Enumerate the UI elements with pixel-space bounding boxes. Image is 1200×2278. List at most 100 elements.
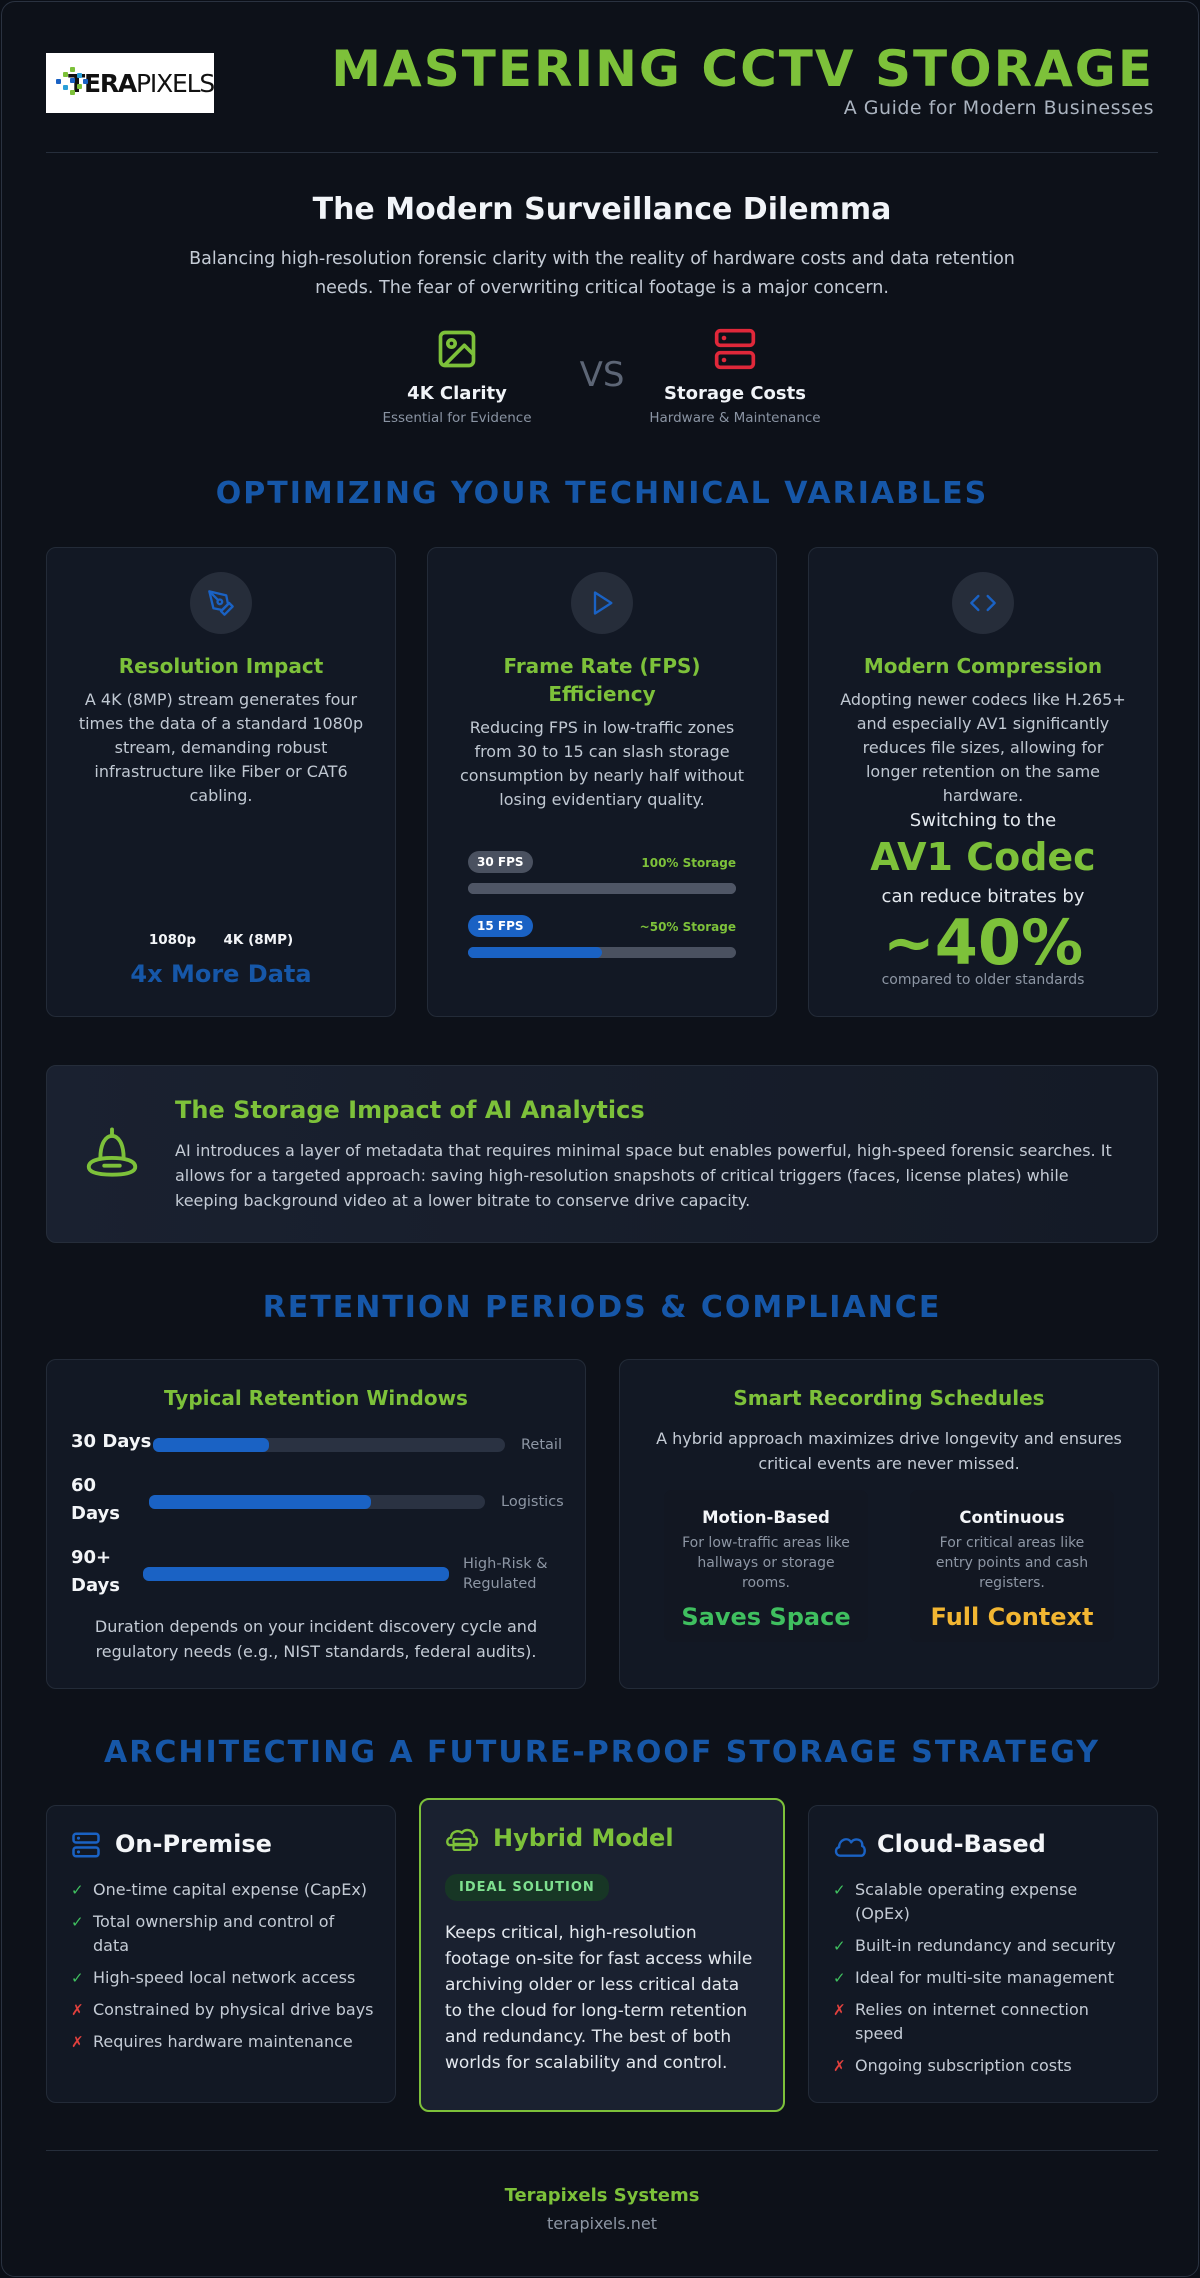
- fps-30-storage: 100% Storage: [641, 856, 736, 870]
- onprem-title: On-Premise: [115, 1830, 272, 1858]
- hybrid-cloud-server-icon: [446, 1828, 479, 1852]
- ai-text: AI introduces a layer of metadata that r…: [175, 1141, 1112, 1210]
- compression-card: Modern Compression Adopting newer codecs…: [808, 547, 1158, 1017]
- hybrid-text: Keeps critical, high-resolution footage …: [445, 1923, 753, 2073]
- server-icon: [714, 328, 756, 370]
- header-divider: [46, 152, 1158, 153]
- logo-mark-icon: [52, 63, 88, 103]
- logo-wordmark: TERAPIXELS: [68, 68, 215, 98]
- retention-tag-regulated: High-Risk & Regulated: [463, 1556, 548, 1592]
- retention-bar-30-fill: [153, 1438, 270, 1452]
- page-subtitle: A Guide for Modern Businesses: [843, 97, 1154, 119]
- cloud-card: Cloud-Based ✓ Scalable operating expense …: [808, 1805, 1158, 2103]
- list-item: ✓ High-speed local network access: [71, 1968, 356, 1987]
- retention-row-90: 90+ Days High-Risk & Regulated: [71, 1544, 561, 1604]
- retention-bar-90-fill: [143, 1567, 449, 1581]
- retention-label-90: 90+ Days: [71, 1547, 120, 1596]
- retention-windows-card: Typical Retention Windows 30 Days Retail…: [46, 1359, 586, 1689]
- pen-tool-icon: [208, 590, 234, 616]
- footer-company: Terapixels Systems: [504, 2185, 700, 2206]
- clarity-sub: Essential for Evidence: [382, 410, 532, 426]
- dilemma-heading: The Modern Surveillance Dilemma: [312, 192, 892, 227]
- compression-title: Modern Compression: [863, 654, 1103, 678]
- compression-percent: ~40%: [882, 906, 1084, 979]
- clarity-label: 4K Clarity: [407, 383, 507, 404]
- technical-section-title: OPTIMIZING YOUR TECHNICAL VARIABLES: [215, 476, 989, 511]
- fps-title: Frame Rate (FPS) Efficiency: [503, 654, 701, 706]
- motion-title: Motion-Based: [702, 1508, 830, 1527]
- label-1080p: 1080p: [148, 932, 197, 948]
- continuous-title: Continuous: [959, 1508, 1065, 1527]
- retention-bar-60: [149, 1495, 485, 1509]
- compression-codec: AV1 Codec: [870, 835, 1096, 879]
- fps-text: Reducing FPS in low-traffic zones from 3…: [459, 718, 744, 809]
- footer-url[interactable]: terapixels.net: [546, 2214, 658, 2233]
- fps-30-bar: [468, 883, 736, 894]
- fps-card: Frame Rate (FPS) Efficiency Reducing FPS…: [427, 547, 777, 1017]
- compression-note: compared to older standards: [881, 972, 1085, 988]
- motion-big: Saves Space: [681, 1603, 851, 1631]
- fps-30-pill: 30 FPS: [468, 851, 533, 873]
- continuous-big: Full Context: [930, 1603, 1094, 1631]
- schedules-text: A hybrid approach maximizes drive longev…: [656, 1429, 1122, 1473]
- retention-label-30: 30 Days: [71, 1431, 152, 1452]
- compression-icon-badge: [952, 572, 1014, 634]
- footer-divider: [46, 2150, 1158, 2151]
- resolution-card: Resolution Impact A 4K (8MP) stream gene…: [46, 547, 396, 1017]
- fps-15-bar-fill: [468, 947, 602, 958]
- list-item: ✓ Total ownership and control of data: [71, 1912, 335, 1955]
- retention-windows-title: Typical Retention Windows: [164, 1386, 468, 1410]
- retention-row-60: 60 Days Logistics: [71, 1472, 564, 1532]
- recording-schedules-card: Smart Recording Schedules A hybrid appro…: [619, 1359, 1159, 1689]
- compression-reduce-text: can reduce bitrates by: [881, 886, 1085, 907]
- dilemma-lead: Balancing high-resolution forensic clari…: [189, 249, 1015, 298]
- list-item: ✗ Constrained by physical drive bays: [71, 2000, 374, 2019]
- retention-label-60: 60 Days: [71, 1475, 120, 1524]
- list-item: ✓ Scalable operating expense (OpEx): [833, 1880, 1078, 1923]
- fps-icon-badge: [571, 572, 633, 634]
- cloud-list: ✓ Scalable operating expense (OpEx) ✓ Buil…: [833, 1878, 1137, 2086]
- retention-tag-retail: Retail: [521, 1437, 562, 1453]
- ai-title: The Storage Impact of AI Analytics: [175, 1096, 645, 1124]
- list-item: ✗ Ongoing subscription costs: [833, 2056, 1072, 2075]
- server-icon: [72, 1832, 100, 1858]
- resolution-icon-badge: [190, 572, 252, 634]
- cloud-title: Cloud-Based: [877, 1830, 1046, 1858]
- retention-bar-60-fill: [149, 1495, 371, 1509]
- continuous-text: For critical areas like entry points and…: [935, 1535, 1089, 1591]
- terapixels-logo: TERAPIXELS: [46, 53, 215, 113]
- retention-bar-90: [143, 1567, 449, 1581]
- code-icon: [970, 594, 996, 612]
- onprem-list: ✓ One-time capital expense (CapEx) ✓ Total…: [71, 1878, 375, 2062]
- retention-section-title: RETENTION PERIODS & COMPLIANCE: [262, 1290, 942, 1325]
- resolution-text: A 4K (8MP) stream generates four times t…: [78, 690, 364, 805]
- retention-row-30: 30 Days Retail: [71, 1428, 562, 1468]
- list-item: ✓ Built-in redundancy and security: [833, 1936, 1116, 1955]
- storage-costs-item: Storage Costs Hardware & Maintenance: [635, 327, 835, 426]
- clarity-item: 4K Clarity Essential for Evidence: [357, 327, 557, 426]
- retention-bar-30: [153, 1438, 505, 1452]
- compression-switch-text: Switching to the: [909, 810, 1057, 831]
- motion-based-box: Motion-Based For low-traffic areas like …: [664, 1490, 868, 1642]
- fps-30-bar-fill: [468, 883, 736, 894]
- cloud-icon: [834, 1838, 866, 1857]
- retention-tag-logistics: Logistics: [501, 1494, 564, 1510]
- list-item: ✗ Relies on internet connection speed: [833, 2000, 1089, 2043]
- fps-15-bar: [468, 947, 736, 958]
- storage-costs-sub: Hardware & Maintenance: [649, 410, 821, 426]
- schedules-title: Smart Recording Schedules: [733, 1386, 1045, 1410]
- play-icon: [593, 591, 613, 615]
- list-item: ✗ Requires hardware maintenance: [71, 2032, 353, 2051]
- onprem-card: On-Premise ✓ One-time capital expense (Ca…: [46, 1805, 396, 2103]
- resolution-emphasis: 4x More Data: [130, 960, 312, 988]
- compression-text: Adopting newer codecs like H.265+ and es…: [840, 690, 1126, 805]
- retention-note: Duration depends on your incident discov…: [94, 1617, 538, 1661]
- fps-15-pill: 15 FPS: [468, 915, 533, 937]
- ai-analytics-panel: The Storage Impact of AI Analytics AI in…: [46, 1065, 1158, 1243]
- continuous-box: Continuous For critical areas like entry…: [910, 1490, 1114, 1642]
- strategy-section-title: ARCHITECTING A FUTURE-PROOF STORAGE STRA…: [104, 1735, 1100, 1770]
- bell-robot-icon: [86, 1127, 138, 1177]
- resolution-title: Resolution Impact: [118, 654, 324, 678]
- image-icon: [438, 330, 476, 368]
- motion-text: For low-traffic areas like hallways or s…: [682, 1535, 850, 1591]
